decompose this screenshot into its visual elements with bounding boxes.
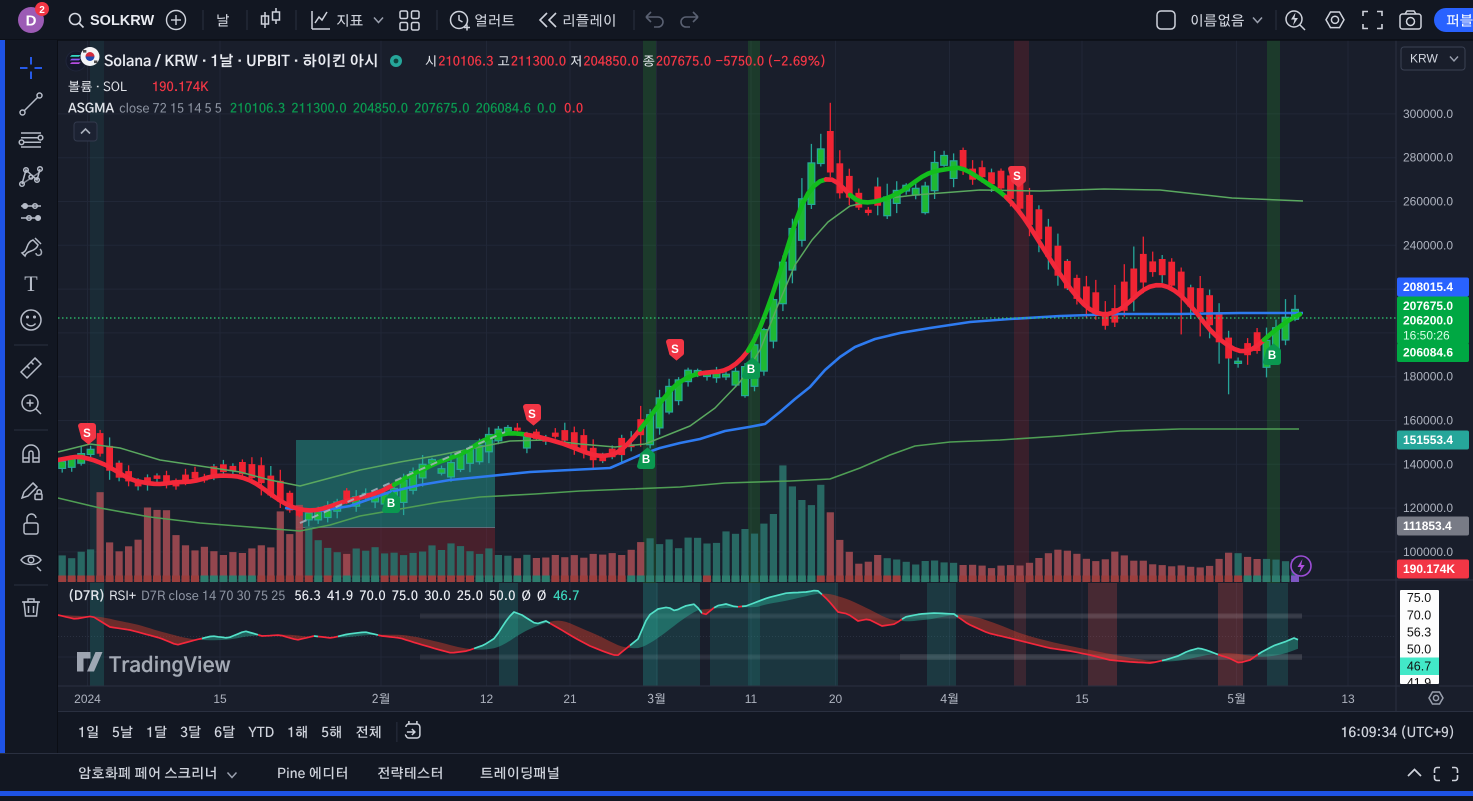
svg-text:208015.4: 208015.4: [1403, 280, 1453, 294]
svg-text:13: 13: [1341, 692, 1355, 706]
svg-text:100000.0: 100000.0: [1403, 545, 1453, 559]
svg-text:56.3: 56.3: [1407, 626, 1431, 640]
svg-text:21: 21: [563, 692, 577, 706]
svg-text:KRW: KRW: [1410, 52, 1438, 66]
svg-text:B: B: [387, 498, 395, 510]
svg-text:2024: 2024: [74, 692, 101, 706]
svg-text:11: 11: [745, 692, 758, 706]
svg-text:75.0: 75.0: [1407, 591, 1431, 605]
svg-text:B: B: [747, 364, 755, 376]
svg-text:D: D: [26, 13, 37, 30]
svg-text:16:50:26: 16:50:26: [1403, 329, 1450, 343]
svg-text:S: S: [528, 409, 536, 421]
svg-text:70.0: 70.0: [1407, 609, 1431, 623]
svg-text:111853.4: 111853.4: [1403, 519, 1452, 533]
svg-text:260000.0: 260000.0: [1403, 195, 1453, 209]
svg-text:207675.0: 207675.0: [1403, 299, 1453, 313]
svg-text:S: S: [671, 344, 679, 356]
svg-text:46.7: 46.7: [1407, 660, 1431, 674]
svg-text:206084.6: 206084.6: [1403, 346, 1453, 360]
svg-text:B: B: [642, 454, 650, 466]
svg-text:SOLKRW: SOLKRW: [90, 13, 154, 29]
svg-text:140000.0: 140000.0: [1403, 457, 1453, 471]
svg-text:206200.0: 206200.0: [1403, 314, 1453, 328]
svg-text:160000.0: 160000.0: [1403, 414, 1453, 428]
svg-text:120000.0: 120000.0: [1403, 501, 1453, 515]
svg-text:151553.4: 151553.4: [1403, 433, 1453, 447]
svg-text:15: 15: [213, 692, 227, 706]
svg-text:190.174K: 190.174K: [1403, 562, 1455, 576]
svg-text:180000.0: 180000.0: [1403, 370, 1453, 384]
svg-text:S: S: [1013, 171, 1021, 183]
svg-text:280000.0: 280000.0: [1403, 151, 1453, 165]
svg-text:B: B: [1268, 350, 1276, 362]
svg-text:T: T: [24, 271, 38, 296]
svg-text:240000.0: 240000.0: [1403, 238, 1453, 252]
svg-text:50.0: 50.0: [1407, 643, 1431, 657]
svg-text:15: 15: [1075, 692, 1089, 706]
svg-text:20: 20: [829, 692, 843, 706]
svg-text:12: 12: [480, 692, 494, 706]
svg-text:2: 2: [39, 5, 45, 16]
svg-text:300000.0: 300000.0: [1403, 107, 1453, 121]
svg-text:S: S: [83, 428, 91, 440]
